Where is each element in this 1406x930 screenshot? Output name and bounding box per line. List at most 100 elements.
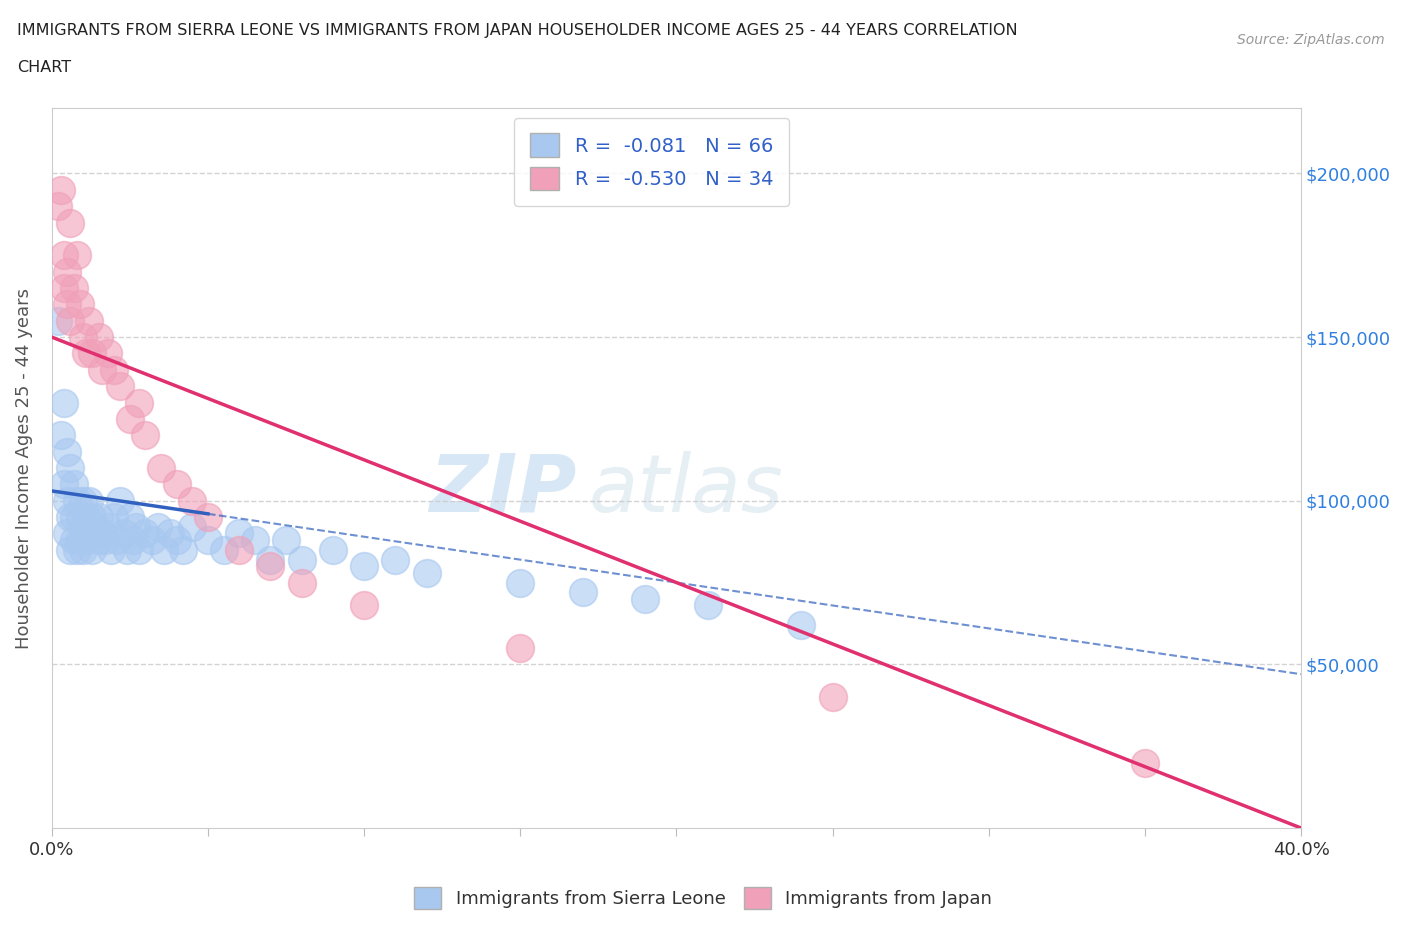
Point [100,542,122,557]
Point [291,575,314,590]
Point [72,520,94,535]
Point [571,585,593,600]
Point [56,297,79,312]
Point [322,542,344,557]
Point [159,526,181,541]
Point [166,533,188,548]
Point [197,533,219,548]
Point [72,493,94,508]
Point [75,533,97,548]
Point [69,297,91,312]
Point [56,445,79,459]
Point [353,559,375,574]
Point [59,460,82,475]
Point [291,552,314,567]
Point [384,552,406,567]
Point [134,526,156,541]
Point [146,520,169,535]
Text: atlas: atlas [589,451,783,528]
Point [59,215,82,230]
Point [696,598,718,613]
Text: ZIP: ZIP [429,451,576,528]
Point [56,264,79,279]
Point [125,520,148,535]
Point [212,542,235,557]
Point [46,313,69,328]
Point [228,526,250,541]
Point [75,346,97,361]
Point [62,533,84,548]
Point [90,526,112,541]
Point [62,510,84,525]
Point [1133,755,1156,770]
Point [82,542,104,557]
Point [77,313,100,328]
Point [128,395,150,410]
Point [97,520,120,535]
Point [87,533,110,548]
Point [82,510,104,525]
Point [66,542,89,557]
Point [59,510,82,525]
Point [46,199,69,214]
Legend: Immigrants from Sierra Leone, Immigrants from Japan: Immigrants from Sierra Leone, Immigrants… [406,880,1000,916]
Point [62,477,84,492]
Point [87,510,110,525]
Point [110,379,132,393]
Point [181,520,204,535]
Point [69,533,91,548]
Point [72,542,94,557]
Point [59,542,82,557]
Point [87,329,110,344]
Point [103,363,125,378]
Point [141,533,163,548]
Point [415,565,437,580]
Point [118,510,141,525]
Point [69,510,91,525]
Point [110,493,132,508]
Point [122,533,145,548]
Point [243,533,266,548]
Point [509,641,531,656]
Point [115,542,138,557]
Point [172,542,194,557]
Point [66,247,89,262]
Point [53,477,76,492]
Legend: R =  -0.081   N = 66, R =  -0.530   N = 34: R = -0.081 N = 66, R = -0.530 N = 34 [515,118,789,206]
Point [77,526,100,541]
Point [75,510,97,525]
Point [72,329,94,344]
Point [197,510,219,525]
Text: IMMIGRANTS FROM SIERRA LEONE VS IMMIGRANTS FROM JAPAN HOUSEHOLDER INCOME AGES 25: IMMIGRANTS FROM SIERRA LEONE VS IMMIGRAN… [17,23,1018,38]
Point [49,428,72,443]
Point [62,281,84,296]
Point [84,520,107,535]
Point [53,247,76,262]
Point [77,493,100,508]
Point [105,533,128,548]
Point [259,552,281,567]
Point [112,526,135,541]
Text: Source: ZipAtlas.com: Source: ZipAtlas.com [1237,33,1385,46]
Point [59,313,82,328]
Point [134,428,156,443]
Point [82,346,104,361]
Point [166,477,188,492]
Point [56,493,79,508]
Point [128,542,150,557]
Point [821,690,844,705]
Text: CHART: CHART [17,60,70,75]
Point [56,526,79,541]
Point [509,575,531,590]
Point [53,281,76,296]
Point [634,591,657,606]
Point [118,411,141,426]
Point [103,510,125,525]
Point [181,493,204,508]
Point [790,618,813,632]
Point [94,533,117,548]
Point [53,395,76,410]
Point [259,559,281,574]
Point [353,598,375,613]
Point [228,542,250,557]
